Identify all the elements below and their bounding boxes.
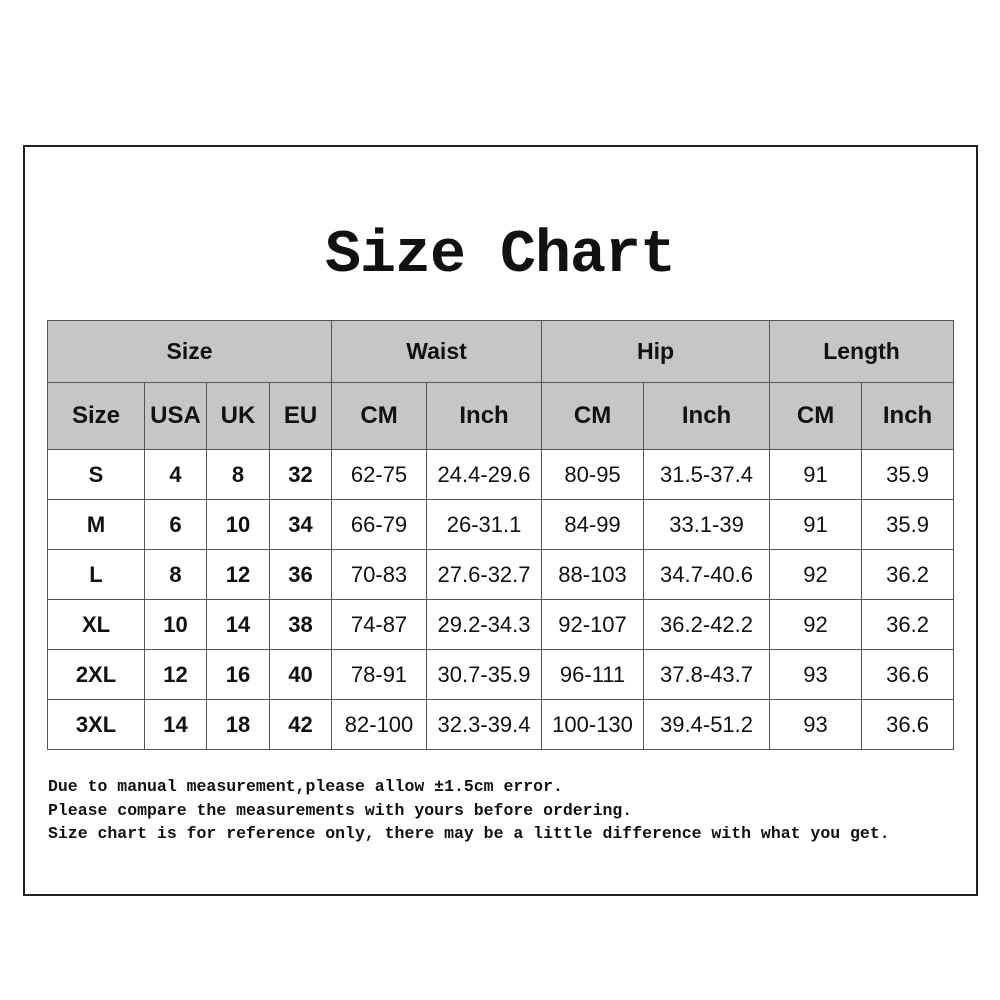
- table-cell: 34: [268, 499, 333, 550]
- column-header: CM: [541, 382, 645, 450]
- table-cell: 36.6: [861, 649, 955, 700]
- column-header: EU: [268, 382, 333, 450]
- table-cell: M: [47, 499, 145, 550]
- table-cell: 10: [206, 499, 270, 550]
- table-cell: 3XL: [47, 699, 145, 750]
- table-row: L 8 12 36 70-83 27.6-32.7 88-103 34.7-40.6 92 36.…: [47, 549, 955, 600]
- table-cell: 70-83: [331, 549, 428, 600]
- table-cell: 40: [268, 649, 333, 700]
- table-cell: 36.2-42.2: [643, 599, 771, 650]
- table-cell: 8: [144, 549, 207, 600]
- note-line: Please compare the measurements with you…: [48, 800, 633, 820]
- table-cell: XL: [47, 599, 145, 650]
- table-cell: 32.3-39.4: [426, 699, 543, 750]
- table-cell: 82-100: [331, 699, 428, 750]
- column-header: Inch: [426, 382, 543, 450]
- table-cell: 37.8-43.7: [643, 649, 771, 700]
- column-header: USA: [144, 382, 207, 450]
- table-cell: 66-79: [331, 499, 428, 550]
- group-header-size: Size: [46, 320, 333, 383]
- table-cell: 42: [268, 699, 333, 750]
- table-cell: 39.4-51.2: [643, 699, 771, 750]
- table-cell: 91: [769, 499, 863, 550]
- table-cell: 78-91: [331, 649, 428, 700]
- table-cell: 88-103: [541, 549, 645, 600]
- table-cell: 36: [268, 549, 333, 600]
- table-cell: 36.2: [861, 549, 955, 600]
- note-line: Size chart is for reference only, there …: [48, 824, 890, 843]
- chart-frame: [23, 145, 978, 896]
- notes: Due to manual measurement,please allow ±…: [48, 775, 890, 846]
- table-row: 2XL 12 16 40 78-91 30.7-35.9 96-111 37.8-43.7 93…: [47, 649, 955, 700]
- table-row: 3XL 14 18 42 82-100 32.3-39.4 100-130 39.4-51.2…: [47, 699, 955, 750]
- table-cell: 10: [144, 599, 207, 650]
- table-cell: 92: [769, 599, 863, 650]
- table-cell: 29.2-34.3: [426, 599, 543, 650]
- table-cell: 62-75: [331, 449, 428, 500]
- table-cell: 34.7-40.6: [643, 549, 771, 600]
- table-cell: 30.7-35.9: [426, 649, 543, 700]
- size-table: Size Waist Hip Length Size USA UK EU CM Inch C…: [46, 320, 955, 750]
- table-cell: 84-99: [541, 499, 645, 550]
- table-cell: 93: [769, 699, 863, 750]
- table-row: M 6 10 34 66-79 26-31.1 84-99 33.1-39 91 35.9: [47, 499, 955, 550]
- table-cell: 26-31.1: [426, 499, 543, 550]
- page-title: Size Chart: [324, 222, 676, 290]
- table-cell: 16: [206, 649, 270, 700]
- column-header: Size: [47, 382, 145, 450]
- table-cell: 92: [769, 549, 863, 600]
- table-cell: 74-87: [331, 599, 428, 650]
- table-cell: 4: [144, 449, 207, 500]
- table-cell: 35.9: [861, 449, 955, 500]
- sub-header-row: Size USA UK EU CM Inch CM Inch CM Inch: [47, 382, 955, 450]
- table-row: S 4 8 32 62-75 24.4-29.6 80-95 31.5-37.4 91 35.9: [47, 449, 955, 500]
- note-line: Due to manual measurement,please allow ±…: [48, 777, 563, 796]
- table-cell: S: [47, 449, 145, 500]
- table-cell: 35.9: [861, 499, 955, 550]
- column-header: CM: [769, 382, 863, 450]
- table-cell: L: [47, 549, 145, 600]
- group-header-row: Size Waist Hip Length: [46, 320, 955, 383]
- table-cell: 80-95: [541, 449, 645, 500]
- table-cell: 92-107: [541, 599, 645, 650]
- table-cell: 14: [206, 599, 270, 650]
- table-cell: 36.6: [861, 699, 955, 750]
- column-header: Inch: [643, 382, 771, 450]
- column-header: UK: [206, 382, 270, 450]
- table-cell: 18: [206, 699, 270, 750]
- table-cell: 93: [769, 649, 863, 700]
- group-header-hip: Hip: [541, 320, 771, 383]
- table-cell: 2XL: [47, 649, 145, 700]
- table-cell: 100-130: [541, 699, 645, 750]
- table-cell: 32: [268, 449, 333, 500]
- column-header: CM: [331, 382, 428, 450]
- table-cell: 96-111: [541, 649, 645, 700]
- table-row: XL 10 14 38 74-87 29.2-34.3 92-107 36.2-42.2 92 3…: [47, 599, 955, 650]
- group-header-length: Length: [769, 320, 955, 383]
- table-cell: 24.4-29.6: [426, 449, 543, 500]
- column-header: Inch: [861, 382, 955, 450]
- table-cell: 91: [769, 449, 863, 500]
- group-header-waist: Waist: [331, 320, 543, 383]
- table-cell: 12: [144, 649, 207, 700]
- table-cell: 6: [144, 499, 207, 550]
- table-cell: 33.1-39: [643, 499, 771, 550]
- table-cell: 8: [206, 449, 270, 500]
- table-cell: 36.2: [861, 599, 955, 650]
- table-cell: 38: [268, 599, 333, 650]
- table-cell: 14: [144, 699, 207, 750]
- table-cell: 12: [206, 549, 270, 600]
- table-cell: 31.5-37.4: [643, 449, 771, 500]
- table-cell: 27.6-32.7: [426, 549, 543, 600]
